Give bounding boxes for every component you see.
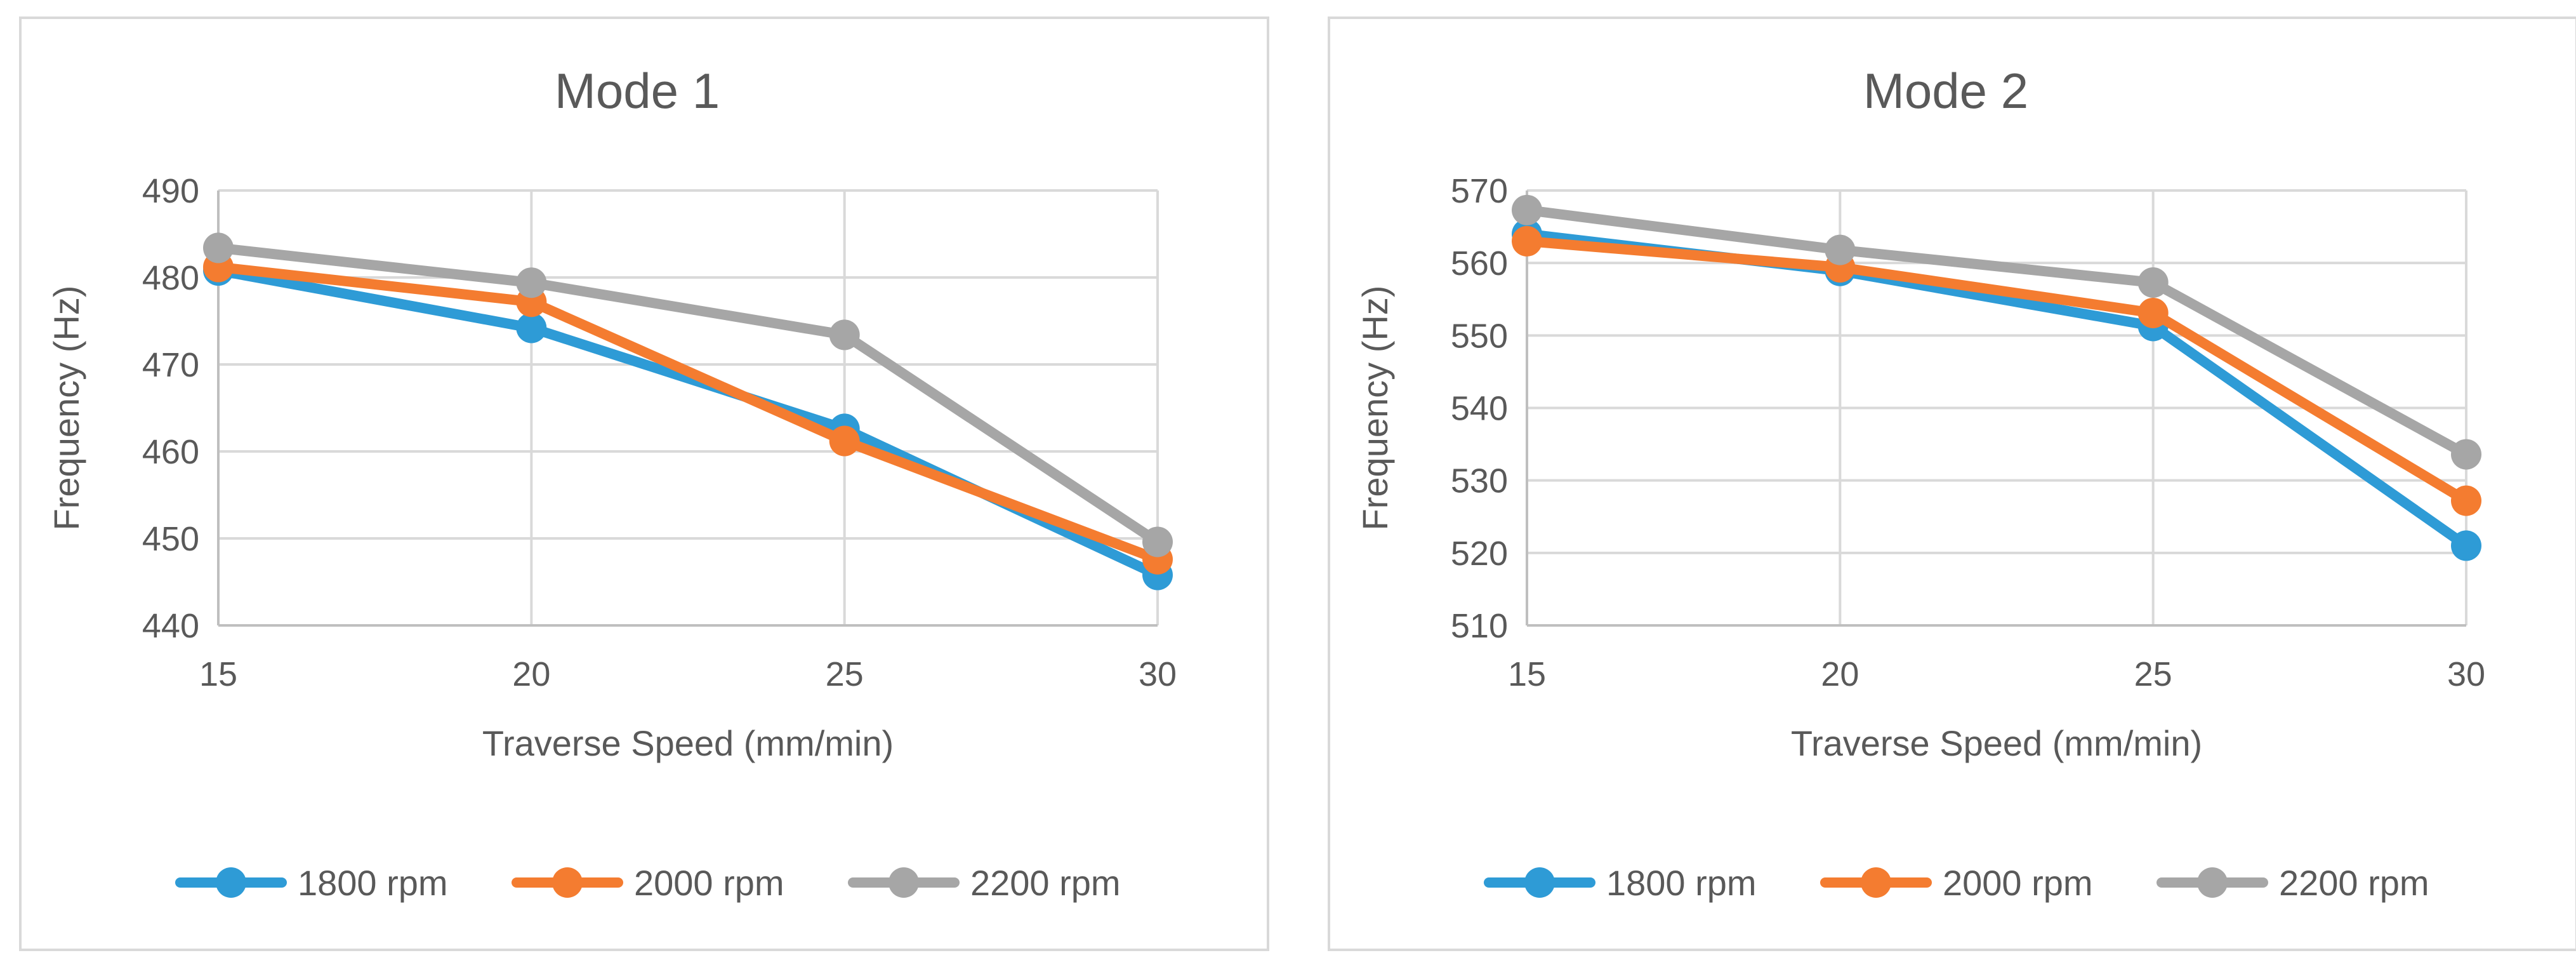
series-line-1 [213, 262, 1163, 564]
chart-title: Mode 2 [1863, 63, 2028, 119]
legend-marker-swatch [888, 867, 919, 898]
y-tick-label: 530 [1451, 462, 1508, 500]
x-tick-label: 20 [1821, 655, 1859, 693]
y-tick-label: 460 [142, 433, 199, 471]
data-point-series-2 [1142, 526, 1173, 557]
x-tick-label: 20 [512, 655, 550, 693]
series-line-2 [213, 243, 1163, 547]
y-tick-label: 560 [1451, 244, 1508, 283]
y-tick-label: 550 [1451, 317, 1508, 355]
data-point-series-2 [516, 267, 547, 298]
chart-panel-mode-2: Mode 2 510 520 530 540 550 560 570 15 20 25 30 Trave… [1328, 17, 2576, 951]
x-tick-label: 25 [826, 655, 864, 693]
y-tick-label: 510 [1451, 607, 1508, 645]
series-line-2 [1522, 204, 2471, 460]
y-tick-label: 450 [142, 520, 199, 558]
legend-marker-swatch [1524, 867, 1555, 898]
legend-label: 2000 rpm [1943, 863, 2093, 903]
chart-title: Mode 1 [555, 63, 720, 119]
y-tick-label: 470 [142, 346, 199, 384]
data-point-series-2 [203, 232, 234, 263]
y-tick-label: 440 [142, 607, 199, 645]
x-axis-title: Traverse Speed (mm/min) [1791, 723, 2202, 763]
data-point-series-2 [2137, 267, 2169, 298]
y-tick-label: 520 [1451, 535, 1508, 573]
data-point-series-1 [829, 425, 860, 457]
chart-mode-2: Mode 2 510 520 530 540 550 560 570 15 20 25 30 Trave… [1355, 63, 2485, 903]
legend-label: 1800 rpm [298, 863, 448, 903]
series-line-0 [1522, 229, 2471, 551]
data-point-series-2 [2451, 439, 2481, 470]
x-tick-label: 25 [2134, 655, 2172, 693]
chart-panel-mode-1: Mode 1 440 450 460 470 480 490 15 20 25 30 Traverse… [19, 17, 1269, 951]
legend-label: 2200 rpm [970, 863, 1121, 903]
data-point-series-0 [516, 312, 547, 343]
legend-label: 2200 rpm [2279, 863, 2429, 903]
legend-marker-swatch [216, 867, 246, 898]
y-tick-label: 490 [142, 172, 199, 210]
x-tick-label: 15 [199, 655, 237, 693]
legend-marker-swatch [552, 867, 583, 898]
data-point-series-1 [1512, 225, 1542, 257]
y-tick-label: 570 [1451, 172, 1508, 210]
data-point-series-0 [2451, 530, 2481, 561]
series-line-0 [213, 265, 1163, 580]
x-tick-label: 15 [1508, 655, 1546, 693]
data-point-series-2 [1512, 194, 1542, 225]
data-point-series-1 [2451, 485, 2481, 516]
data-point-series-2 [1825, 234, 1856, 265]
data-point-series-1 [2137, 297, 2169, 328]
legend-marker-swatch [2197, 867, 2228, 898]
chart-mode-1: Mode 1 440 450 460 470 480 490 15 20 25 30 Traverse… [46, 63, 1177, 903]
y-tick-label: 540 [1451, 390, 1508, 428]
x-tick-label: 30 [1139, 655, 1177, 693]
x-tick-label: 30 [2447, 655, 2485, 693]
legend-marker-swatch [1861, 867, 1891, 898]
legend-label: 2000 rpm [634, 863, 784, 903]
data-point-series-2 [829, 319, 860, 350]
y-axis-title: Frequency (Hz) [46, 286, 86, 531]
x-axis-title: Traverse Speed (mm/min) [482, 723, 894, 763]
y-tick-label: 480 [142, 259, 199, 297]
series-line-1 [1522, 236, 2471, 506]
legend-label: 1800 rpm [1606, 863, 1757, 903]
y-axis-title: Frequency (Hz) [1355, 286, 1395, 531]
